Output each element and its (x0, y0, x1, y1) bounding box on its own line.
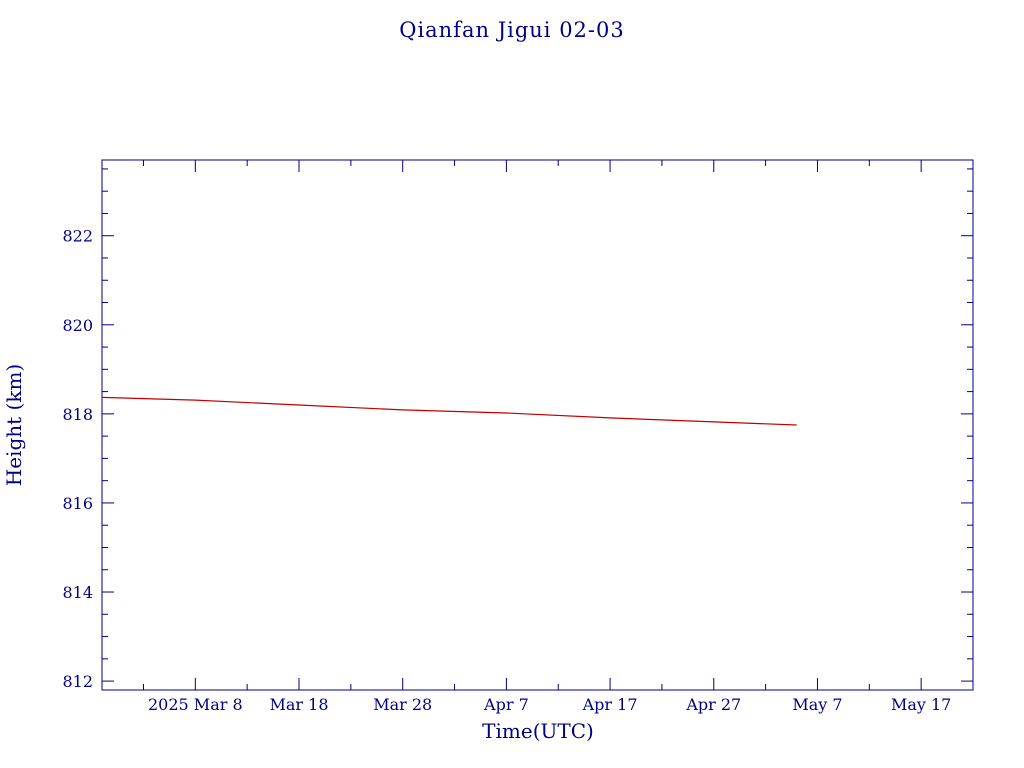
y-tick-label: 812 (62, 672, 93, 691)
x-tick-labels: 2025 Mar 8 Mar 18 Mar 28 Apr 7 Apr 17 Apr 27 M… (148, 695, 951, 714)
series-layer (101, 396, 797, 426)
x-tick-label: Apr 27 (685, 695, 741, 714)
y-tick-label: 818 (62, 405, 93, 424)
y-tick-labels: 812 814 816 818 820 822 (62, 227, 93, 691)
y-tick-label: 816 (62, 494, 93, 513)
x-tick-label: May 7 (792, 695, 842, 714)
x-tick-label: May 17 (891, 695, 951, 714)
x-tick-label: Apr 17 (582, 695, 638, 714)
plot-frame (101, 159, 974, 691)
x-tick-label: Mar 28 (373, 695, 432, 714)
x-tick-label: 2025 Mar 8 (148, 695, 243, 714)
chart-title: Qianfan Jigui 02-03 (399, 18, 625, 42)
axis-ticks (102, 160, 974, 690)
y-axis-title: Height (km) (2, 364, 26, 486)
height-series-line (101, 396, 797, 426)
x-axis-title: Time(UTC) (482, 719, 594, 743)
y-tick-label: 822 (62, 227, 93, 246)
x-tick-label: Mar 18 (270, 695, 329, 714)
y-tick-label: 814 (62, 583, 93, 602)
x-tick-label: Apr 7 (483, 695, 529, 714)
y-tick-label: 820 (62, 316, 93, 335)
